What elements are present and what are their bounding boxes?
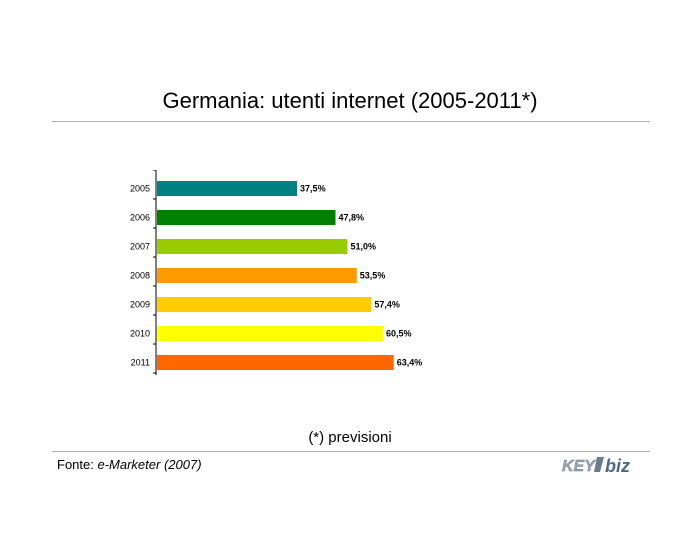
y-tick-label: 2009 xyxy=(130,300,150,310)
bar xyxy=(157,210,336,225)
bars-layer: 2005 37,5% 2006 47,8% 2007 51,0% 2008 53,5% 2009… xyxy=(130,170,422,375)
source-name: e-Marketer xyxy=(97,457,161,472)
footer-divider xyxy=(52,451,650,452)
y-tick-label: 2011 xyxy=(131,358,150,368)
y-tick-label: 2008 xyxy=(130,271,150,281)
source-year: (2007) xyxy=(163,457,202,472)
data-label: 51,0% xyxy=(350,242,376,252)
logo-key: KEY xyxy=(562,458,596,475)
bar xyxy=(157,355,394,370)
logo-biz: biz xyxy=(605,456,630,476)
y-tick-label: 2005 xyxy=(130,184,150,194)
data-label: 37,5% xyxy=(300,184,326,194)
y-tick-label: 2006 xyxy=(130,213,150,223)
data-label: 47,8% xyxy=(339,213,365,223)
bar xyxy=(157,297,372,312)
bar xyxy=(157,326,383,341)
bar xyxy=(157,268,357,283)
slide-title: Germania: utenti internet (2005-2011*) xyxy=(162,88,538,113)
logo-mark xyxy=(594,457,604,472)
y-tick-label: 2007 xyxy=(130,242,150,252)
bar xyxy=(157,239,348,254)
data-label: 57,4% xyxy=(374,300,400,310)
data-label: 63,4% xyxy=(397,358,423,368)
data-label: 60,5% xyxy=(386,329,412,339)
bar-chart: 2005 37,5% 2006 47,8% 2007 51,0% 2008 53,5% 2009… xyxy=(130,170,422,375)
title-divider xyxy=(52,121,650,122)
forecast-note: (*) previsioni xyxy=(308,429,392,446)
y-tick-label: 2010 xyxy=(130,329,150,339)
data-label: 53,5% xyxy=(360,271,386,281)
source-prefix: Fonte: xyxy=(57,457,98,472)
key4biz-logo: KEY biz xyxy=(562,456,630,476)
bar xyxy=(157,181,298,196)
source-text: Fonte: e-Marketer (2007) xyxy=(57,457,202,472)
